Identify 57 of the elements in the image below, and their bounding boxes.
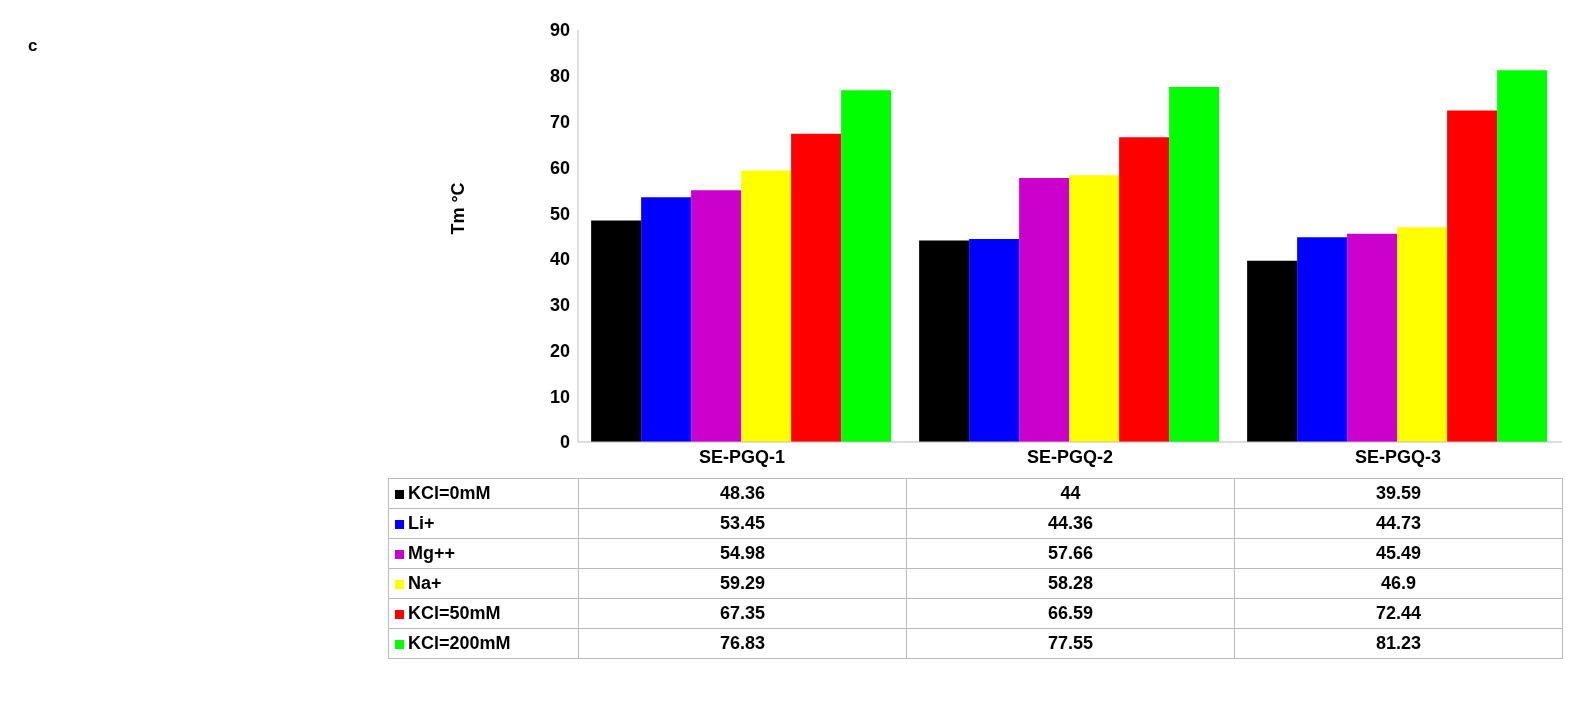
bar (791, 133, 842, 442)
bar (1119, 137, 1170, 442)
bar (1069, 175, 1120, 442)
text: c (28, 36, 38, 56)
data-label: 44.36 (906, 508, 1235, 539)
bar (1347, 233, 1398, 442)
y-tick-label: 80 (549, 66, 570, 87)
bar (1397, 227, 1448, 442)
x-tick-label: SE-PGQ-2 (1026, 446, 1114, 467)
data-label: 44 (906, 478, 1235, 509)
data-label: 48.36 (578, 478, 907, 509)
bar (1297, 237, 1348, 442)
data-label: 57.66 (906, 538, 1235, 569)
y-tick-label: 90 (549, 20, 570, 41)
y-tick-label: 0 (559, 432, 570, 453)
legend-label: Na+ (388, 568, 579, 599)
y-tick-label: 30 (549, 295, 570, 316)
data-label: 59.29 (578, 568, 907, 599)
bar (741, 170, 792, 442)
bar (1247, 260, 1298, 442)
x-tick-label: SE-PGQ-1 (698, 446, 786, 467)
data-label: 81.23 (1234, 628, 1563, 659)
data-label: 66.59 (906, 598, 1235, 629)
data-label: 67.35 (578, 598, 907, 629)
bar (969, 238, 1020, 442)
legend-label: KCl=0mM (388, 478, 579, 509)
bar (1169, 86, 1220, 442)
legend-label: Li+ (388, 508, 579, 539)
data-label: 54.98 (578, 538, 907, 569)
legend-label: KCl=200mM (388, 628, 579, 659)
bar (841, 90, 892, 442)
bar (591, 220, 642, 442)
y-tick-label: 50 (549, 203, 570, 224)
y-tick-label: 70 (549, 111, 570, 132)
data-label: 44.73 (1234, 508, 1563, 539)
x-tick-label: SE-PGQ-3 (1354, 446, 1442, 467)
data-label: 72.44 (1234, 598, 1563, 629)
legend-label: KCl=50mM (388, 598, 579, 629)
bar (1019, 178, 1070, 442)
bar (641, 197, 692, 442)
data-label: 46.9 (1234, 568, 1563, 599)
bar (691, 190, 742, 442)
y-tick-label: 40 (549, 249, 570, 270)
y-tick-label: 10 (549, 386, 570, 407)
bar (919, 240, 970, 442)
data-label: 45.49 (1234, 538, 1563, 569)
y-tick-label: 20 (549, 340, 570, 361)
data-label: 39.59 (1234, 478, 1563, 509)
y-axis-title: Tm °C (447, 181, 469, 235)
bar (1447, 110, 1498, 442)
data-label: 76.83 (578, 628, 907, 659)
data-label: 77.55 (906, 628, 1235, 659)
legend-label: Mg++ (388, 538, 579, 569)
data-label: 58.28 (906, 568, 1235, 599)
data-label: 53.45 (578, 508, 907, 539)
bar (1497, 70, 1548, 442)
y-tick-label: 60 (549, 157, 570, 178)
